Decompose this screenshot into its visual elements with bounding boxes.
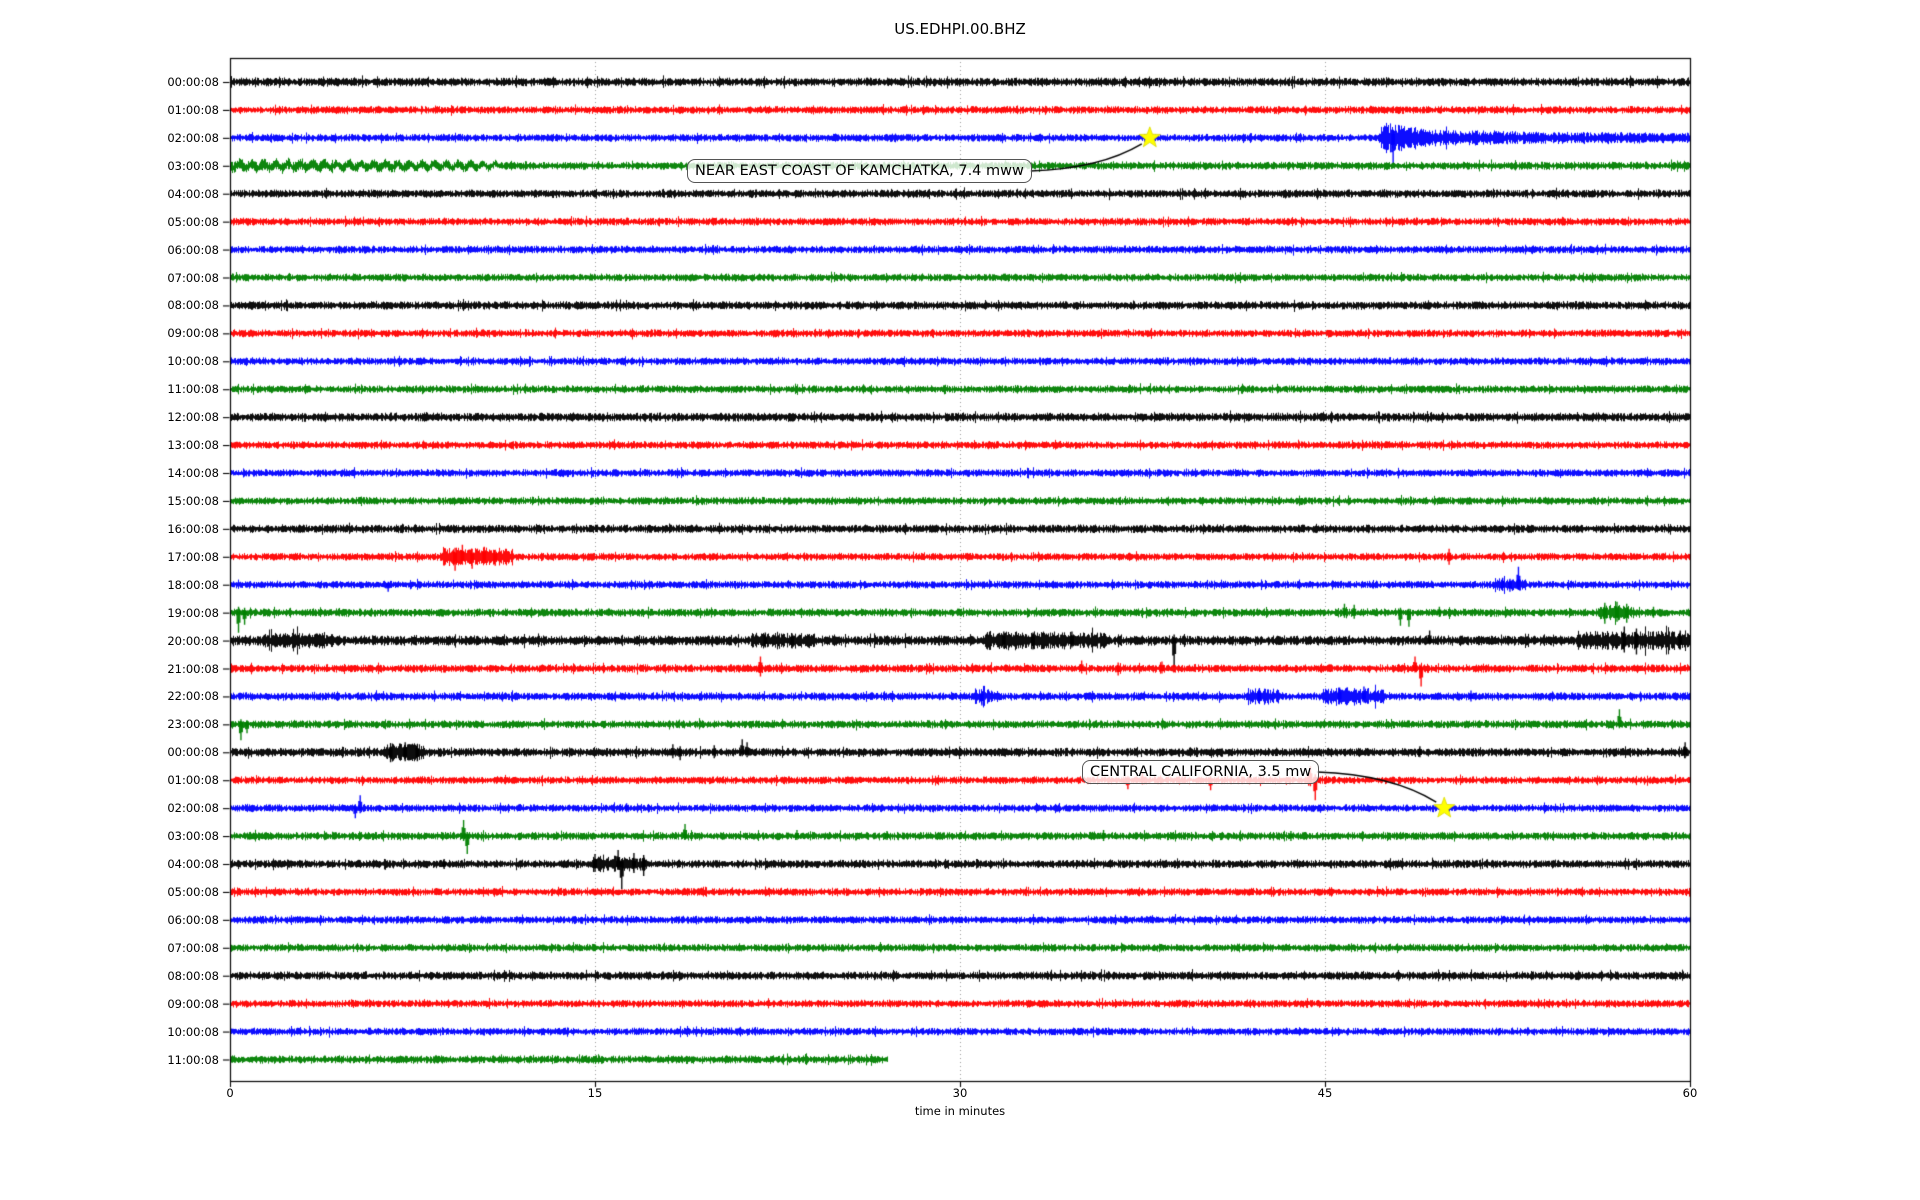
y-axis-label: 23:00:08 xyxy=(167,717,219,732)
y-axis-label: 02:00:08 xyxy=(167,801,219,816)
y-axis-label: 09:00:08 xyxy=(167,326,219,341)
y-axis-label: 03:00:08 xyxy=(167,829,219,844)
event-annotation-label: CENTRAL CALIFORNIA, 3.5 mw xyxy=(1090,764,1312,780)
y-axis-label: 11:00:08 xyxy=(167,1052,219,1067)
y-axis-label: 11:00:08 xyxy=(167,382,219,397)
y-axis-label: 16:00:08 xyxy=(167,521,219,536)
y-axis-label: 12:00:08 xyxy=(167,410,219,425)
y-axis-label: 08:00:08 xyxy=(167,968,219,983)
y-axis-label: 07:00:08 xyxy=(167,940,219,955)
y-axis-label: 22:00:08 xyxy=(167,689,219,704)
y-axis-label: 00:00:08 xyxy=(167,75,219,89)
event-annotation-label: NEAR EAST COAST OF KAMCHATKA, 7.4 mww xyxy=(695,163,1024,179)
y-axis-label: 10:00:08 xyxy=(167,1024,219,1039)
y-axis-label: 05:00:08 xyxy=(167,884,219,899)
y-axis-label: 20:00:08 xyxy=(167,633,219,648)
y-axis-label: 17:00:08 xyxy=(167,549,219,564)
y-axis-label: 07:00:08 xyxy=(167,270,219,285)
x-axis-tick-label: 45 xyxy=(1317,1086,1333,1100)
y-axis-label: 05:00:08 xyxy=(167,214,219,229)
y-axis-label: 03:00:08 xyxy=(167,158,219,173)
x-axis-tick-label: 60 xyxy=(1682,1086,1698,1100)
y-axis-label: 02:00:08 xyxy=(167,130,219,145)
event-annotation-kamchatka: NEAR EAST COAST OF KAMCHATKA, 7.4 mww xyxy=(687,159,1032,183)
y-axis-label: 06:00:08 xyxy=(167,912,219,927)
y-axis-label: 10:00:08 xyxy=(167,354,219,369)
y-axis-label: 14:00:08 xyxy=(167,466,219,480)
y-axis-label: 06:00:08 xyxy=(167,242,219,257)
y-axis-label: 21:00:08 xyxy=(167,661,219,676)
x-axis-tick-label: 30 xyxy=(952,1086,968,1100)
x-axis-tick-label: 15 xyxy=(587,1086,603,1100)
plot-title: US.EDHPI.00.BHZ xyxy=(894,20,1026,38)
x-axis-label: time in minutes xyxy=(914,1104,1006,1118)
y-axis-label: 04:00:08 xyxy=(167,857,219,871)
y-axis-label: 15:00:08 xyxy=(167,493,219,508)
x-axis-tick-label: 0 xyxy=(226,1086,234,1100)
event-annotation-central-california: CENTRAL CALIFORNIA, 3.5 mw xyxy=(1082,760,1320,784)
y-axis-label: 01:00:08 xyxy=(167,773,219,788)
y-axis-label: 19:00:08 xyxy=(167,605,219,620)
y-axis-label: 09:00:08 xyxy=(167,996,219,1011)
y-axis-label: 08:00:08 xyxy=(167,298,219,313)
y-axis-label: 01:00:08 xyxy=(167,102,219,117)
y-axis-label: 00:00:08 xyxy=(167,745,219,760)
y-axis-label: 04:00:08 xyxy=(167,186,219,201)
y-axis-label: 18:00:08 xyxy=(167,577,219,592)
y-axis-label: 13:00:08 xyxy=(167,438,219,453)
